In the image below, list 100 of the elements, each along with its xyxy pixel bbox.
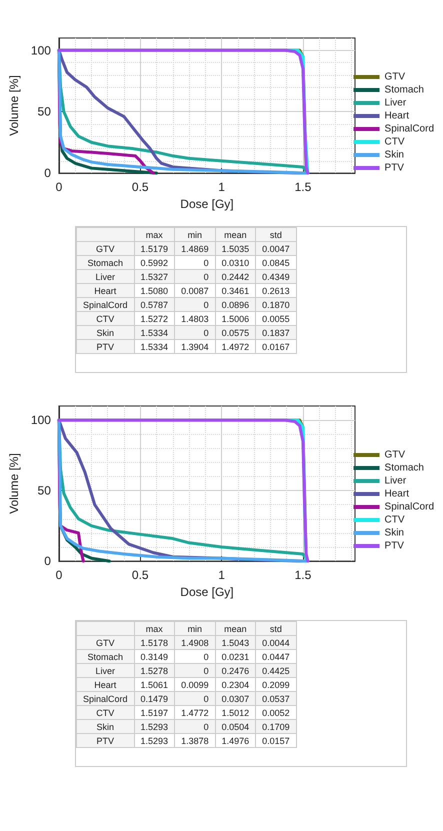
legend-label: PTV: [384, 162, 404, 174]
category-label: PTV: [76, 734, 134, 748]
data-label: 0.0845: [256, 256, 296, 270]
legend-label: min: [174, 228, 216, 242]
legend-label: Heart: [384, 488, 410, 500]
data-label: 1.5061: [134, 678, 175, 692]
category-label: Liver: [76, 664, 134, 678]
series-label: max: [134, 228, 175, 242]
data-label: 1.5006: [215, 312, 256, 326]
data-label: 0.0537: [256, 692, 296, 706]
data-label: 0.2099: [256, 678, 296, 692]
data-label: 1.4972: [215, 340, 256, 354]
y-tick-label: 50: [38, 104, 52, 119]
data-label: 0.0307: [215, 692, 256, 706]
data-label: 0.0052: [256, 706, 296, 720]
data-label: 0.2442: [215, 270, 256, 284]
data-label: 1.5197: [134, 706, 175, 720]
data-label: 1.5080: [134, 284, 175, 298]
y-tick-label: 0: [44, 166, 52, 180]
legend-label: SpinalCord: [384, 502, 434, 512]
legend-label: GTV: [384, 72, 406, 82]
data-label: 0.1870: [256, 298, 296, 312]
legend-label: Liver: [384, 476, 407, 486]
data-label: 0.2304: [215, 678, 256, 692]
data-label: 0: [174, 720, 216, 734]
data-label: 0.1709: [256, 720, 296, 734]
x-tick-label: 1.5: [294, 568, 312, 582]
data-label: 0: [174, 326, 216, 340]
data-label: 1.4908: [174, 636, 216, 650]
data-label: 1.4772: [174, 706, 216, 720]
x-tick-label: 1: [218, 568, 226, 582]
x-axis-title: Dose [Gy]: [180, 585, 234, 599]
category-label: GTV: [76, 636, 134, 650]
x-tick-label: 1.5: [294, 180, 312, 194]
legend-label: Skin: [384, 528, 404, 538]
data-label: 0.0099: [174, 678, 216, 692]
data-label: 0.0231: [215, 650, 256, 664]
data-label: 1.5272: [134, 312, 175, 326]
data-label: 1.5293: [134, 734, 175, 748]
legend-label: Heart: [384, 110, 410, 122]
data-label: 1.5178: [134, 636, 175, 650]
data-label: 0: [174, 692, 216, 706]
data-label: 1.5293: [134, 720, 175, 734]
category-label: Liver: [76, 270, 134, 284]
data-label: 1.3904: [174, 340, 216, 354]
x-tick-label: 0: [56, 568, 63, 582]
data-label: 0.4349: [256, 270, 296, 284]
series-label: max: [134, 622, 175, 636]
category-label: Stomach: [76, 256, 134, 270]
data-label: 1.4976: [215, 734, 256, 748]
data-label: 0.4425: [256, 664, 296, 678]
category-label: Skin: [76, 720, 134, 734]
y-tick-label: 100: [30, 43, 52, 58]
data-label: 0.2613: [256, 284, 296, 298]
legend-label: min: [174, 622, 216, 636]
category-label: SpinalCord: [76, 692, 134, 706]
legend-label: GTV: [384, 450, 406, 460]
y-axis-title: Volume [%]: [7, 453, 21, 514]
data-label: 0.0157: [256, 734, 296, 748]
data-label: 0.0055: [256, 312, 296, 326]
category-label: SpinalCord: [76, 298, 134, 312]
x-tick-label: 0: [56, 180, 63, 194]
legend-label: CTV: [384, 136, 405, 148]
data-label: 0: [174, 650, 216, 664]
x-axis-title: Dose [Gy]: [180, 197, 234, 211]
legend-label: PTV: [384, 540, 404, 552]
data-label: 1.4803: [174, 312, 216, 326]
data-label: 0: [174, 256, 216, 270]
y-axis-title: Volume [%]: [7, 75, 21, 136]
y-tick-label: 100: [30, 413, 52, 428]
x-tick-label: 0.5: [132, 568, 149, 582]
legend-label: Skin: [384, 150, 404, 160]
data-label: 1.5012: [215, 706, 256, 720]
category-label: Heart: [76, 284, 134, 298]
category-label: CTV: [76, 312, 134, 326]
legend-label: std: [256, 622, 296, 636]
y-tick-label: 50: [38, 484, 52, 498]
data-label: 1.5043: [215, 636, 256, 650]
x-tick-label: 0.5: [132, 180, 149, 194]
data-label: 1.4869: [174, 242, 216, 256]
data-label: 0.1479: [134, 692, 175, 706]
data-label: 0.0447: [256, 650, 296, 664]
legend-label: Stomach: [384, 84, 424, 96]
legend-label: mean: [215, 622, 256, 636]
data-label: 0: [174, 298, 216, 312]
category-label: Skin: [76, 326, 134, 340]
data-label: 0.0087: [174, 284, 216, 298]
data-label: 0.0504: [215, 720, 256, 734]
data-label: 0.0896: [215, 298, 256, 312]
data-label: 0.5992: [134, 256, 175, 270]
data-label: 0: [174, 270, 216, 284]
data-label: 1.5035: [215, 242, 256, 256]
legend-label: Stomach: [384, 462, 424, 474]
data-label: 0.0167: [256, 340, 296, 354]
data-label: 0.5787: [134, 298, 175, 312]
y-tick-label: 0: [44, 554, 52, 568]
data-label: 0: [174, 664, 216, 678]
data-label: 0.0310: [215, 256, 256, 270]
data-label: 0.0044: [256, 636, 296, 650]
data-label: 1.5179: [134, 242, 175, 256]
